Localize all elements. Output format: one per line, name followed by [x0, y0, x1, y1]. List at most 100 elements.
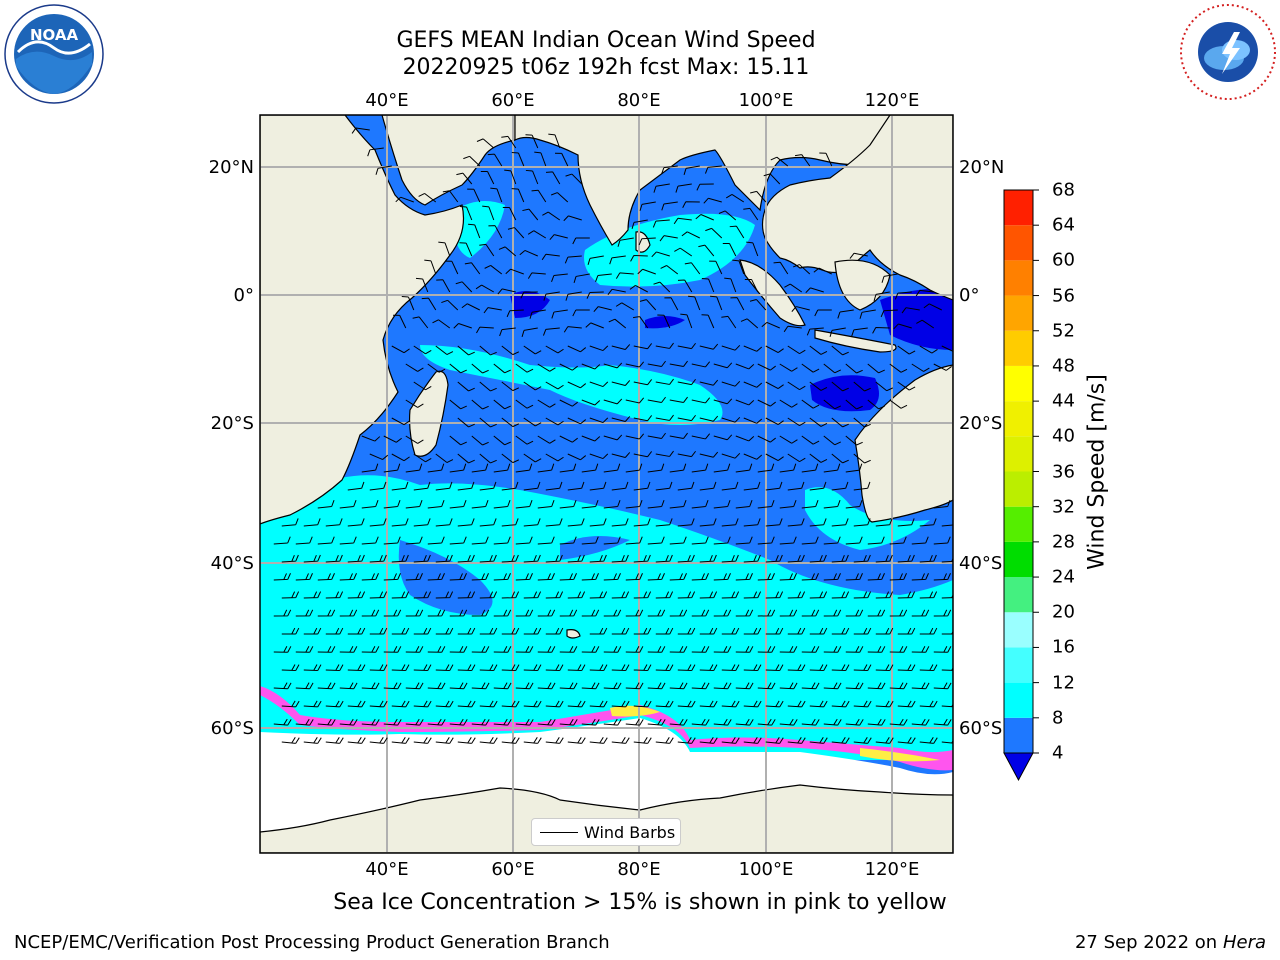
wind-barb: [449, 435, 467, 446]
wind-barb: [369, 737, 388, 744]
wind-barb: [765, 345, 784, 353]
wind-barb: [787, 518, 805, 527]
colorbar-tick-label: 32: [1052, 496, 1075, 518]
wind-barb: [549, 234, 568, 240]
wind-barb: [933, 500, 951, 509]
wind-barb: [281, 664, 300, 671]
wind-barb: [567, 453, 587, 461]
wind-barb: [484, 264, 503, 275]
wind-barb: [421, 297, 437, 311]
wind-barb: [845, 500, 863, 509]
wind-barb: [325, 554, 343, 563]
colorbar-bin: [1004, 436, 1033, 472]
legend-line-swatch: [540, 832, 578, 833]
calm-wind-region: [645, 316, 685, 329]
lat-ticks-right: 20°N 0° 20°S 40°S 60°S: [959, 157, 1004, 739]
wind-barb: [555, 152, 569, 167]
wind-barb: [721, 737, 740, 744]
wind-barb: [476, 138, 495, 149]
wind-barb: [757, 399, 776, 407]
moderate-wind-region: [398, 540, 493, 615]
wind-barb: [735, 500, 753, 509]
wind-barb: [743, 627, 762, 635]
wind-barb: [757, 573, 775, 581]
wind-barb: [413, 591, 432, 599]
wind-barb: [471, 609, 490, 617]
colorbar-bin: [1004, 647, 1033, 683]
wind-barb: [295, 682, 314, 690]
wind-barb: [691, 536, 709, 545]
wind-barb: [743, 417, 763, 424]
wind-barb: [567, 737, 586, 744]
wind-barb: [537, 718, 556, 726]
wind-barb: [551, 273, 568, 282]
wind-barb: [479, 453, 497, 464]
lon-tick: 80°E: [617, 90, 660, 111]
wind-barb: [735, 609, 754, 617]
wind-barb: [435, 453, 454, 463]
lat-tick: 20°N: [959, 157, 1004, 178]
wind-barb: [483, 307, 502, 314]
wind-barb: [413, 737, 432, 744]
wind-barb: [449, 536, 467, 545]
wind-barb: [647, 500, 665, 509]
wind-barb: [757, 609, 776, 617]
wind-barb: [455, 281, 473, 293]
wind-barb: [661, 201, 678, 211]
colorbar-bin: [1004, 577, 1033, 613]
wind-barb: [735, 363, 755, 370]
wind-barb: [897, 737, 916, 744]
wind-barb: [831, 481, 849, 491]
wind-barb: [611, 737, 630, 744]
wind-barb: [515, 573, 533, 581]
wind-barb: [281, 737, 300, 744]
wind-barb: [317, 609, 336, 617]
wind-barb: [449, 718, 468, 726]
wind-barb: [412, 316, 429, 329]
wind-barb: [750, 190, 767, 203]
wind-barb: [413, 453, 432, 463]
wind-barb: [523, 664, 542, 671]
wind-barb: [369, 627, 388, 635]
wind-barb: [545, 591, 564, 599]
wind-barb: [581, 363, 601, 370]
wind-barb: [347, 554, 365, 563]
wind-barb: [395, 196, 414, 203]
wind-barb: [730, 297, 745, 311]
colorbar-bin: [1004, 506, 1033, 542]
wind-barb: [653, 183, 670, 193]
wind-barb: [633, 481, 651, 491]
wind-barb: [391, 417, 410, 426]
wind-barb: [523, 627, 542, 635]
wind-barb: [361, 573, 379, 581]
wind-barb: [523, 518, 541, 527]
wind-barb: [875, 664, 894, 671]
wind-barb: [449, 646, 468, 653]
wind-barb: [845, 463, 863, 473]
wind-barb: [880, 309, 898, 318]
wind-barb: [655, 591, 674, 599]
wind-barb: [718, 210, 737, 221]
wind-barb: [823, 646, 842, 653]
wind-barb: [669, 432, 688, 439]
footer-timestamp: 27 Sep 2022 on Hera: [1075, 932, 1266, 953]
wind-barb: [281, 700, 300, 708]
wind-barb: [919, 554, 937, 563]
wind-barb: [889, 536, 907, 545]
wind-barb: [559, 609, 578, 617]
wind-barb: [391, 591, 410, 599]
wind-barb: [565, 173, 583, 185]
footer-machine: Hera: [1222, 932, 1266, 953]
wind-barb: [383, 500, 401, 509]
wind-barb: [589, 627, 608, 635]
wind-barb: [581, 500, 599, 509]
wind-barb: [427, 573, 445, 581]
chart-title: GEFS MEAN Indian Ocean Wind Speed: [396, 28, 816, 53]
wind-barb: [735, 646, 754, 653]
wind-barb: [471, 500, 489, 509]
wind-barb: [794, 154, 811, 167]
wind-barb: [542, 211, 561, 221]
wind-barb: [427, 609, 446, 617]
wind-barb: [449, 363, 467, 374]
colorbar-tick-label: 56: [1052, 285, 1075, 307]
